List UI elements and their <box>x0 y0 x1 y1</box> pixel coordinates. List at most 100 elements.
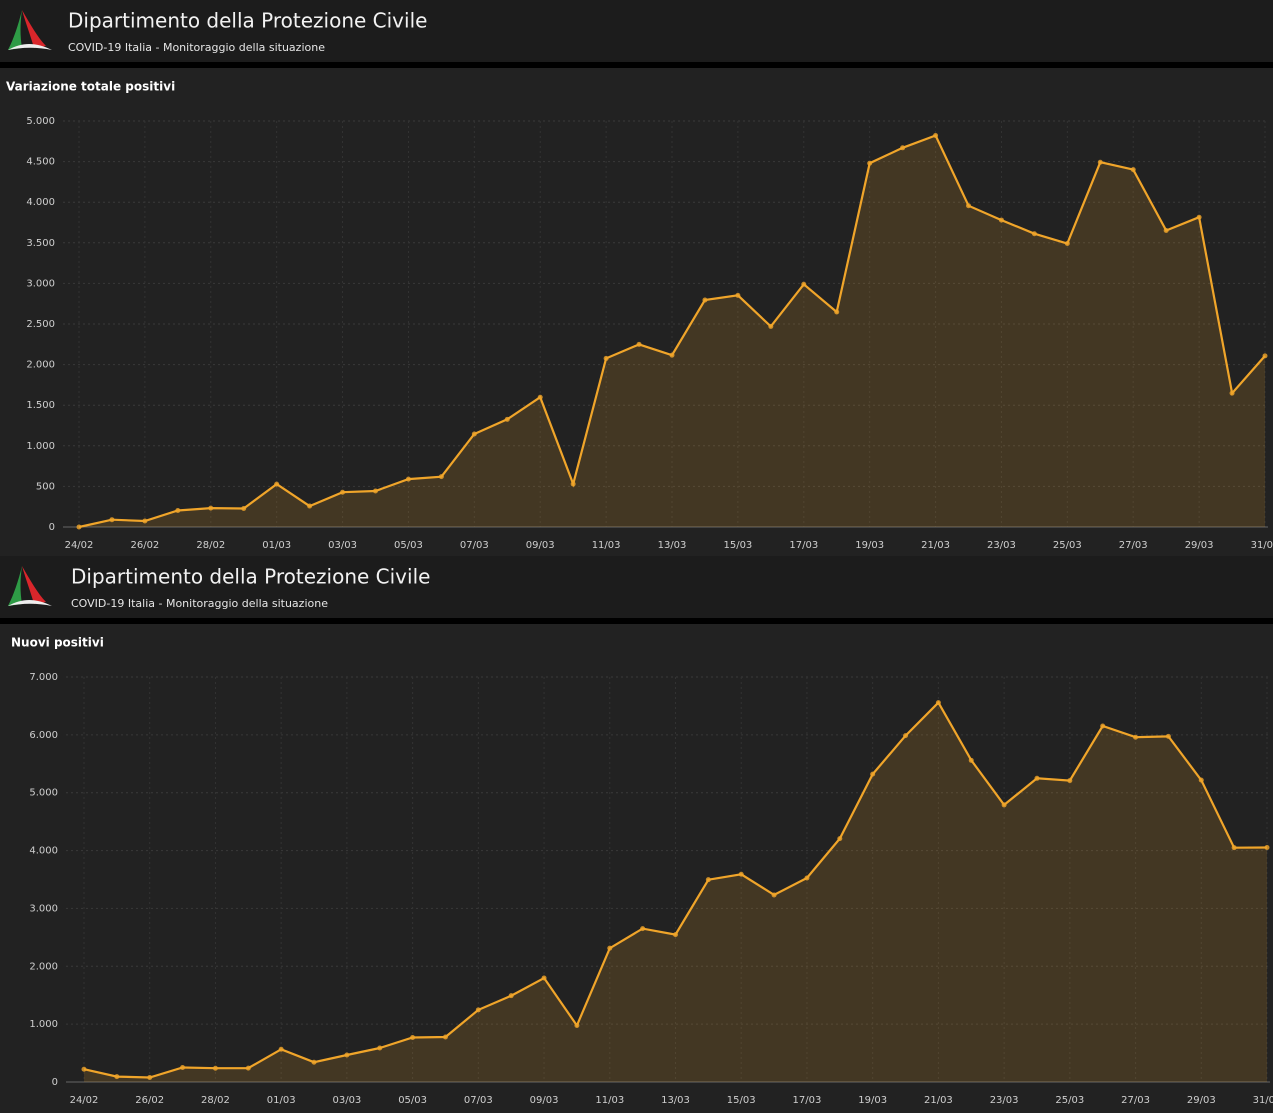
chart-bg <box>0 68 1273 556</box>
x-tick-label: 26/02 <box>135 1095 164 1106</box>
point <box>1264 845 1270 851</box>
x-tick-label: 03/03 <box>332 1095 361 1106</box>
y-tick-label: 3.500 <box>26 238 55 249</box>
x-tick-label: 28/02 <box>201 1095 230 1106</box>
x-tick-label: 19/03 <box>855 540 884 551</box>
point <box>142 518 148 524</box>
area <box>79 135 1265 527</box>
y-tick-label: 1.000 <box>29 1019 58 1030</box>
y-tick-label: 3.000 <box>29 903 58 914</box>
x-tick-label: 28/02 <box>196 540 225 551</box>
header-bg <box>0 0 1273 62</box>
point <box>504 416 510 422</box>
point <box>278 1046 284 1052</box>
point <box>1165 733 1171 739</box>
point <box>109 517 115 523</box>
point <box>442 1034 448 1040</box>
point <box>570 481 576 487</box>
point <box>966 203 971 209</box>
y-tick-label: 5.000 <box>29 788 58 799</box>
x-tick-label: 01/03 <box>267 1095 296 1106</box>
x-tick-label: 07/03 <box>464 1095 493 1106</box>
header-subtitle: COVID-19 Italia - Monitoraggio della sit… <box>68 41 325 54</box>
logo-green <box>8 10 22 50</box>
logo-white <box>8 44 52 50</box>
point <box>771 892 777 898</box>
x-tick-label: 27/03 <box>1119 540 1148 551</box>
x-tick-label: 17/03 <box>793 1095 822 1106</box>
y-tick-label: 500 <box>36 481 55 492</box>
y-tick-label: 4.000 <box>26 197 55 208</box>
x-tick-label: 13/03 <box>661 1095 690 1106</box>
y-tick-label: 1.000 <box>26 441 55 452</box>
logo-red <box>22 566 46 604</box>
point <box>1133 734 1139 740</box>
point <box>705 877 711 883</box>
x-tick-label: 25/03 <box>1053 540 1082 551</box>
point <box>636 341 642 347</box>
point <box>702 297 708 303</box>
point <box>81 1066 87 1072</box>
point <box>410 1035 416 1041</box>
logo-white <box>8 600 52 606</box>
point <box>405 476 411 482</box>
point <box>1097 159 1103 165</box>
x-tick-label: 01/03 <box>262 540 291 551</box>
x-tick-label: 21/03 <box>921 540 950 551</box>
x-tick-label: 15/03 <box>727 1095 756 1106</box>
point <box>76 524 82 530</box>
point <box>340 489 346 495</box>
y-tick-label: 4.500 <box>26 157 55 168</box>
x-tick-label: 31/03 <box>1253 1095 1273 1106</box>
point <box>537 394 543 400</box>
y-tick-label: 1.500 <box>26 400 55 411</box>
point <box>438 474 444 480</box>
x-tick-label: 11/03 <box>592 540 621 551</box>
point <box>1231 845 1237 851</box>
x-tick-label: 26/02 <box>130 540 159 551</box>
x-tick-label: 05/03 <box>398 1095 427 1106</box>
point <box>1163 228 1169 234</box>
point <box>768 323 774 329</box>
point <box>307 503 313 509</box>
x-tick-label: 24/02 <box>65 540 94 551</box>
point <box>834 309 840 315</box>
point <box>735 292 741 298</box>
point <box>640 926 646 932</box>
x-tick-label: 23/03 <box>987 540 1016 551</box>
panel: Dipartimento della Protezione Civile COVI… <box>0 556 1273 1113</box>
y-tick-label: 2.500 <box>26 319 55 330</box>
y-tick-label: 0 <box>49 522 55 533</box>
x-tick-label: 23/03 <box>990 1095 1019 1106</box>
point <box>669 352 675 358</box>
chart-bg <box>0 624 1273 1113</box>
point <box>867 160 873 166</box>
point <box>1031 231 1037 237</box>
x-tick-label: 31/03 <box>1251 540 1273 551</box>
x-tick-label: 11/03 <box>595 1095 624 1106</box>
y-tick-label: 2.000 <box>26 360 55 371</box>
point <box>1064 241 1070 247</box>
point <box>175 508 181 514</box>
x-tick-label: 13/03 <box>658 540 687 551</box>
y-tick-label: 7.000 <box>29 672 58 683</box>
point <box>311 1059 317 1065</box>
x-tick-label: 24/02 <box>70 1095 99 1106</box>
panel: Dipartimento della Protezione Civile COVI… <box>0 0 1273 556</box>
y-tick-label: 4.000 <box>29 846 58 857</box>
point <box>114 1074 120 1080</box>
point <box>475 1007 481 1013</box>
y-tick-label: 3.000 <box>26 278 55 289</box>
point <box>935 700 941 706</box>
point <box>1034 775 1040 781</box>
point <box>241 505 247 511</box>
point <box>607 945 613 951</box>
header-subtitle: COVID-19 Italia - Monitoraggio della sit… <box>71 597 328 610</box>
point <box>1130 167 1136 173</box>
x-tick-label: 29/03 <box>1185 540 1214 551</box>
point <box>508 993 514 999</box>
x-tick-label: 09/03 <box>526 540 555 551</box>
point <box>801 281 807 287</box>
x-tick-label: 03/03 <box>328 540 357 551</box>
